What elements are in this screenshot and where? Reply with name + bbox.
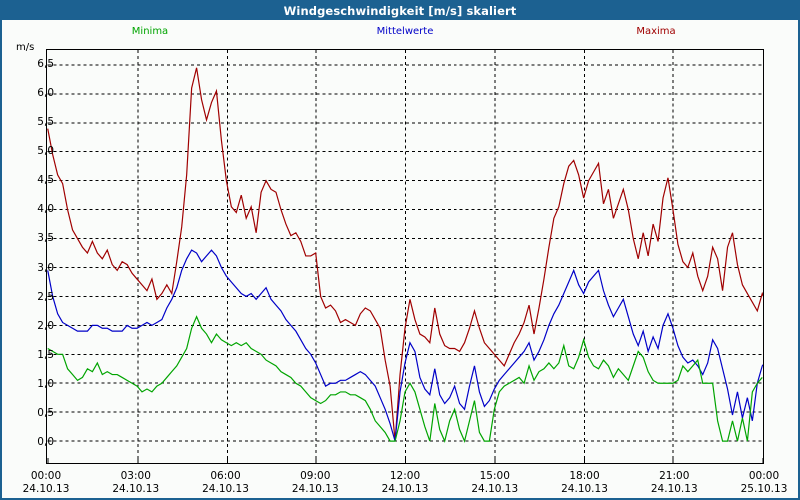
legend-item-minima: Minima [132,26,168,37]
y-axis-tick-label: 0,5 [37,406,54,419]
series-line-mittelwerte [47,249,763,442]
x-axis-tick-label: 00:00 24.10.13 [23,470,70,496]
x-axis-tick-label: 03:00 24.10.13 [112,470,159,496]
y-axis-tick-label: 3,0 [37,261,54,274]
y-axis-tick-label: 3,5 [37,232,54,245]
x-axis-tick-label: 15:00 24.10.13 [471,470,518,496]
y-axis-ticks [47,64,52,442]
x-axis-tick-time: 09:00 [300,470,331,482]
y-axis-tick-label: 5,5 [37,116,54,129]
x-axis-tick-time: 15:00 [479,470,510,482]
x-axis-tick-date: 24.10.13 [650,483,698,495]
legend-label-maxima: Maxima [636,26,676,37]
legend-label-mittelwerte: Mittelwerte [376,26,434,37]
x-axis-tick-date: 24.10.13 [471,483,519,495]
y-axis-tick-label: 6,5 [37,58,54,70]
x-axis-tick-time: 03:00 [120,470,151,482]
x-axis-tick-time: 18:00 [569,470,600,482]
y-axis-tick-label: 1,5 [37,348,54,361]
x-axis-tick-date: 24.10.13 [381,483,429,495]
gridlines [47,50,763,463]
x-axis-tick-date: 24.10.13 [561,483,608,495]
x-axis-tick-label: 06:00 24.10.13 [202,470,249,496]
y-axis-tick-label: 5,0 [37,145,54,158]
x-axis-tick-date: 24.10.13 [22,483,70,495]
x-axis-ticks [47,458,763,463]
x-axis-tick-time: 00:00 [30,470,62,482]
y-axis-tick-label: 2,5 [37,290,54,303]
x-axis-tick-label: 09:00 24.10.13 [292,470,339,496]
series-line-minima [47,315,763,443]
x-axis-tick-date: 24.10.13 [202,483,249,495]
window-title: Windgeschwindigkeit [m/s] skaliert [283,4,517,18]
x-axis-tick-date: 25.10.13 [740,483,788,495]
data-series-group [47,67,763,443]
x-axis-tick-label: 18:00 24.10.13 [561,470,608,496]
y-axis-tick-label: 1,0 [37,377,54,390]
legend-item-mittelwerte: Mittelwerte [377,26,434,37]
window-title-bar: Windgeschwindigkeit [m/s] skaliert [2,2,798,20]
x-axis-tick-label: 21:00 24.10.13 [651,470,698,496]
x-axis-tick-date: 24.10.13 [291,483,339,495]
y-axis-tick-label: 2,0 [37,319,54,332]
x-axis-tick-time: 12:00 [389,470,421,482]
x-axis-tick-label: 00:00 25.10.13 [741,470,788,496]
chart-canvas [47,50,763,463]
y-axis-tick-label: 4,0 [37,203,54,216]
y-axis-unit-label: m/s [16,42,35,53]
legend-item-maxima: Maxima [636,26,675,37]
y-axis-tick-label: 0,0 [37,436,54,448]
x-axis-tick-time: 21:00 [659,470,690,482]
x-axis-tick-time: 06:00 [210,470,241,482]
y-axis-tick-label: 6,0 [37,87,54,100]
x-axis-tick-label: 12:00 24.10.13 [382,470,429,496]
x-axis-tick-date: 24.10.13 [112,483,160,495]
plot-area [46,49,764,464]
x-axis-tick-time: 00:00 [748,470,780,482]
series-line-maxima [47,67,763,442]
legend-label-minima: Minima [131,26,169,37]
y-axis-tick-label: 4,5 [37,174,54,187]
